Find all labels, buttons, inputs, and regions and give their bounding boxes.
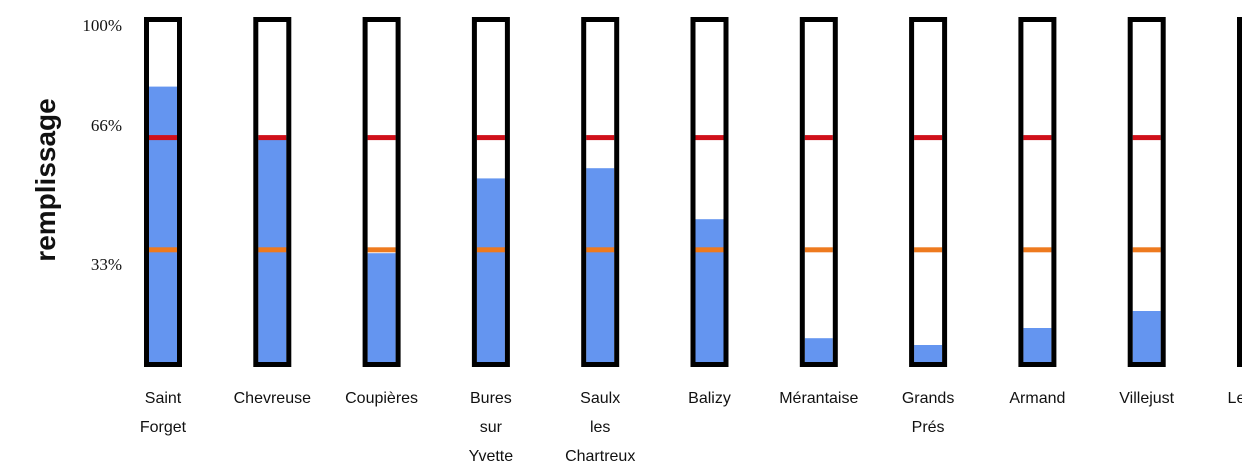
threshold-line-33 — [367, 247, 396, 253]
threshold-line-33 — [804, 247, 833, 253]
threshold-line-66 — [914, 135, 943, 141]
category-label: Armand — [1009, 390, 1065, 407]
fill-bar — [695, 219, 724, 362]
category-label-line: Prés — [912, 419, 945, 436]
fill-bar — [804, 338, 833, 362]
threshold-line-66 — [476, 135, 505, 141]
category-label-line: Mérantaise — [779, 390, 858, 407]
fill-bar — [149, 86, 177, 362]
category-label: Grands Prés — [902, 390, 954, 436]
fill-bar — [1023, 328, 1052, 362]
threshold-line-66 — [804, 135, 833, 141]
gauge-frame — [690, 17, 729, 367]
category-label-line: Forget — [140, 419, 187, 436]
category-label-line: Grands — [902, 390, 954, 407]
category-label: Chevreuse — [234, 390, 311, 407]
category-label-line: les — [590, 419, 610, 436]
category-label-line: sur — [480, 419, 503, 436]
category-label-line: Chartreux — [565, 448, 635, 465]
threshold-line-66 — [258, 135, 287, 141]
category-label-line: Bures — [470, 390, 512, 407]
gauge-frame — [799, 17, 838, 367]
fill-bar — [476, 178, 505, 362]
gauge-frame — [581, 17, 620, 367]
fill-bar — [367, 253, 396, 362]
category-label-line: Villejust — [1119, 390, 1174, 407]
threshold-line-66 — [367, 135, 396, 141]
category-label: Les Ulis — [1228, 390, 1242, 407]
category-label-line: Yvette — [469, 448, 514, 465]
threshold-line-66 — [1132, 135, 1161, 141]
category-label: Saint Forget — [140, 390, 187, 436]
category-label-line: Saint — [145, 390, 182, 407]
category-label-line: Balizy — [688, 390, 731, 407]
gauge-frame — [471, 17, 510, 367]
category-label-line: Armand — [1009, 390, 1065, 407]
y-axis-label: remplissage — [30, 98, 61, 261]
category-label-line: Coupières — [345, 390, 418, 407]
gauge-frame — [1127, 17, 1166, 367]
gauge-frame — [362, 17, 401, 367]
gauge-frame — [1018, 17, 1057, 367]
threshold-line-66 — [149, 135, 177, 141]
gauge-frame — [253, 17, 292, 367]
category-label-line: Chevreuse — [234, 390, 311, 407]
category-label: Mérantaise — [779, 390, 858, 407]
category-label: Saulx les Chartreux — [565, 390, 635, 465]
threshold-line-33 — [586, 247, 615, 253]
category-label: Bures sur Yvette — [469, 390, 514, 465]
category-label-line: Saulx — [580, 390, 620, 407]
category-label: Coupières — [345, 390, 418, 407]
threshold-line-33 — [476, 247, 505, 253]
fill-bar — [1132, 311, 1161, 362]
threshold-line-66 — [586, 135, 615, 141]
category-label-line: Les Ulis — [1228, 390, 1242, 407]
category-label: Balizy — [688, 390, 731, 407]
gauge-frame — [1237, 17, 1242, 367]
y-tick-100: 100% — [82, 16, 122, 35]
category-label: Villejust — [1119, 390, 1174, 407]
gauge-frame — [144, 17, 182, 367]
y-tick-33: 33% — [91, 255, 122, 274]
gauge-frame — [909, 17, 948, 367]
threshold-line-66 — [1023, 135, 1052, 141]
threshold-line-33 — [914, 247, 943, 253]
threshold-line-66 — [695, 135, 724, 141]
threshold-line-33 — [1023, 247, 1052, 253]
threshold-line-33 — [258, 247, 287, 253]
threshold-line-33 — [149, 247, 177, 253]
fill-bar — [914, 345, 943, 362]
threshold-line-33 — [1132, 247, 1161, 253]
fill-bar — [586, 168, 615, 362]
threshold-line-33 — [695, 247, 724, 253]
y-tick-66: 66% — [91, 116, 122, 135]
